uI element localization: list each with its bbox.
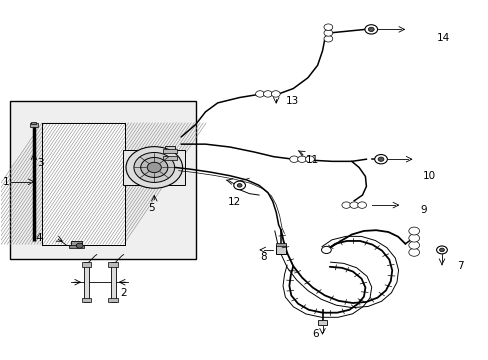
Circle shape bbox=[76, 243, 83, 248]
Bar bbox=[81, 262, 91, 267]
Bar bbox=[30, 123, 38, 127]
Circle shape bbox=[367, 27, 373, 32]
Text: 9: 9 bbox=[419, 206, 426, 216]
Text: 3: 3 bbox=[37, 158, 43, 168]
Text: 4: 4 bbox=[36, 233, 42, 243]
Bar bbox=[164, 146, 175, 173]
Text: 2: 2 bbox=[120, 288, 126, 298]
Circle shape bbox=[374, 154, 386, 164]
Circle shape bbox=[147, 162, 161, 173]
Bar bbox=[10, 101, 195, 259]
Circle shape bbox=[364, 25, 377, 34]
Circle shape bbox=[321, 246, 330, 253]
Bar bbox=[123, 150, 185, 185]
Bar bbox=[276, 244, 285, 254]
Circle shape bbox=[233, 181, 245, 190]
Circle shape bbox=[134, 153, 174, 183]
Text: 12: 12 bbox=[227, 197, 240, 207]
Bar bbox=[71, 241, 82, 246]
Circle shape bbox=[297, 156, 306, 162]
Text: 5: 5 bbox=[148, 203, 155, 213]
Circle shape bbox=[349, 202, 358, 208]
Text: 8: 8 bbox=[259, 252, 266, 262]
Bar bbox=[81, 298, 91, 302]
Circle shape bbox=[255, 91, 264, 97]
Circle shape bbox=[271, 91, 280, 97]
Circle shape bbox=[324, 24, 332, 30]
Bar bbox=[31, 122, 36, 125]
Circle shape bbox=[439, 248, 444, 252]
Text: 10: 10 bbox=[422, 171, 435, 181]
Bar bbox=[42, 123, 125, 244]
Text: 1: 1 bbox=[3, 177, 10, 187]
Bar bbox=[108, 262, 118, 267]
Bar bbox=[318, 320, 326, 325]
Bar bbox=[163, 156, 176, 160]
Circle shape bbox=[377, 157, 383, 161]
Bar bbox=[69, 244, 84, 248]
Text: 14: 14 bbox=[436, 33, 449, 43]
Circle shape bbox=[324, 36, 332, 42]
Circle shape bbox=[263, 91, 272, 97]
Circle shape bbox=[408, 234, 419, 242]
Bar bbox=[84, 262, 89, 302]
Circle shape bbox=[289, 156, 298, 162]
Circle shape bbox=[408, 227, 419, 235]
Bar bbox=[108, 298, 118, 302]
Text: 13: 13 bbox=[285, 96, 299, 106]
Circle shape bbox=[237, 184, 242, 187]
Bar bbox=[111, 262, 116, 302]
Circle shape bbox=[341, 202, 350, 208]
Circle shape bbox=[357, 202, 366, 208]
Text: 7: 7 bbox=[456, 261, 462, 271]
Bar bbox=[276, 243, 285, 246]
Circle shape bbox=[408, 241, 419, 249]
Circle shape bbox=[408, 248, 419, 256]
Circle shape bbox=[305, 156, 314, 162]
Bar bbox=[42, 123, 125, 244]
Text: 11: 11 bbox=[305, 155, 318, 165]
Bar bbox=[163, 149, 176, 153]
Circle shape bbox=[436, 246, 447, 254]
Circle shape bbox=[126, 147, 182, 188]
Text: 6: 6 bbox=[311, 329, 318, 339]
Circle shape bbox=[324, 30, 332, 36]
Circle shape bbox=[141, 157, 167, 177]
